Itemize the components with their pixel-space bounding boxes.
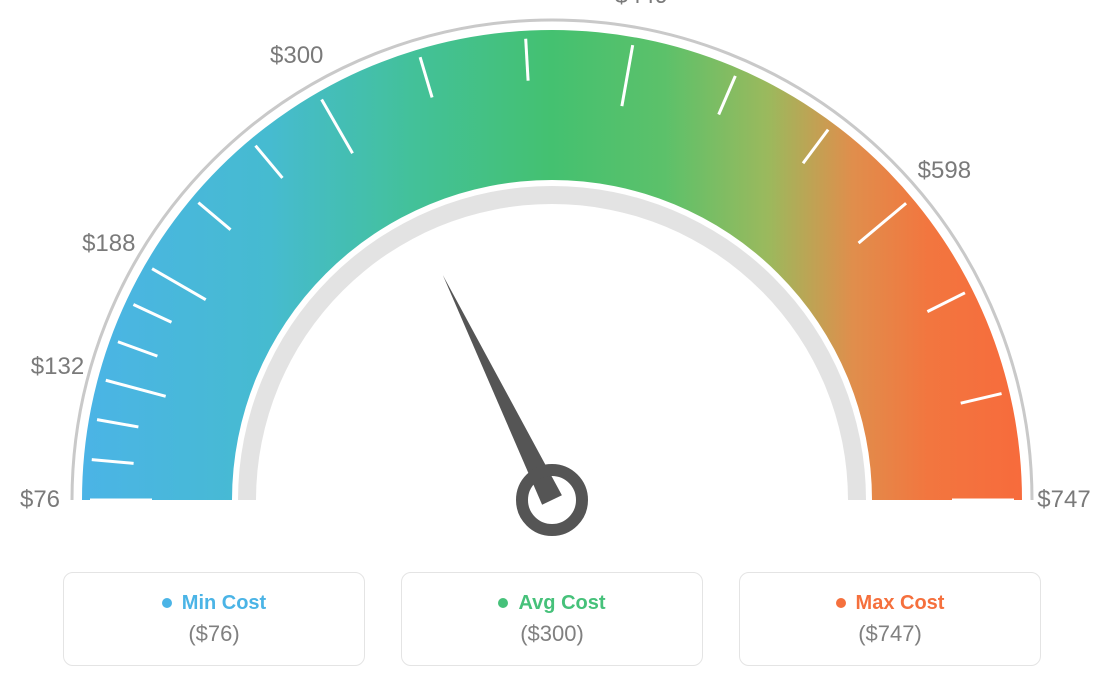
legend-title: Max Cost (856, 592, 945, 615)
legend-card: Max Cost ($747) (739, 572, 1041, 666)
gauge-tick-label: $747 (1037, 486, 1090, 514)
gauge-tick-label: $300 (270, 42, 323, 70)
gauge-color-arc (82, 30, 1022, 500)
legend-card: Avg Cost ($300) (401, 572, 703, 666)
legend-dot-icon (836, 598, 846, 608)
gauge-svg (0, 0, 1104, 560)
gauge-tick-label: $188 (82, 230, 135, 258)
cost-gauge: $76 $132 $188 $300 $449 $598 $747 (0, 0, 1104, 560)
legend-card: Min Cost ($76) (63, 572, 365, 666)
gauge-tick-label: $598 (918, 157, 971, 185)
gauge-tick-label: $76 (20, 486, 60, 514)
gauge-tick-label: $449 (615, 0, 668, 10)
legend-title-row: Max Cost (836, 592, 945, 615)
legend-value: ($300) (520, 621, 584, 647)
legend-value: ($76) (188, 621, 239, 647)
legend-title: Min Cost (182, 592, 266, 615)
legend-dot-icon (498, 598, 508, 608)
legend-title-row: Avg Cost (498, 592, 605, 615)
legend-dot-icon (162, 598, 172, 608)
legend-title-row: Min Cost (162, 592, 266, 615)
legend-title: Avg Cost (518, 592, 605, 615)
gauge-tick-label: $132 (31, 353, 84, 381)
legend-value: ($747) (858, 621, 922, 647)
legend-row: Min Cost ($76) Avg Cost ($300) Max Cost ($747… (0, 572, 1104, 672)
